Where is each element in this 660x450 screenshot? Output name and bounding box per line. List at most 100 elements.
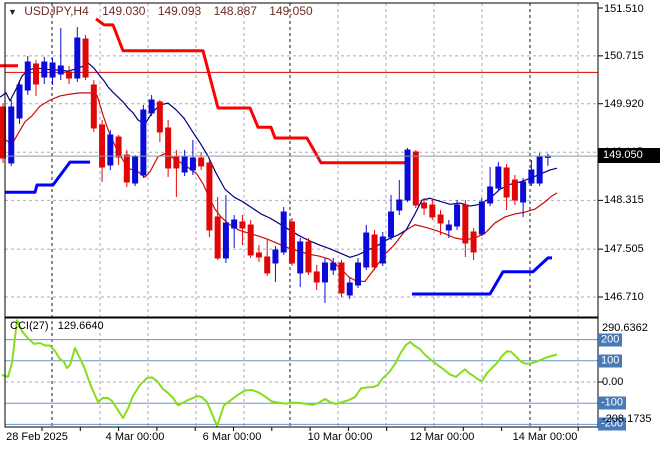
cci-level-badge: 100	[598, 354, 623, 368]
candle-body	[140, 109, 147, 176]
candle-body	[198, 157, 205, 167]
candle-body	[115, 136, 122, 158]
candle-body	[99, 124, 106, 168]
candle-body	[462, 204, 469, 244]
candle-body	[156, 101, 163, 133]
time-axis-label: 4 Mar 00:00	[105, 431, 165, 443]
candle-body	[297, 241, 304, 274]
candle-body	[82, 38, 89, 78]
candle-body	[33, 63, 40, 85]
cci-min-label: -208.1735	[602, 413, 652, 425]
price-axis-label: 146.710	[604, 291, 644, 303]
candle-body	[231, 219, 238, 229]
low-value: 148.887	[213, 4, 257, 18]
candle-body	[404, 149, 411, 201]
cci-name: CCI(27)	[10, 320, 49, 332]
candle-body	[338, 262, 345, 294]
cci-indicator-label: CCI(27) 129.6640	[10, 320, 104, 332]
open-value: 149.030	[102, 4, 146, 18]
cci-zero-label: 0.00	[602, 376, 624, 388]
candle-body	[421, 202, 428, 209]
close-value: 149.050	[269, 4, 313, 18]
candle-body	[487, 186, 494, 204]
candle-body	[148, 99, 155, 114]
candle-body	[16, 84, 23, 119]
price-axis-label: 147.505	[604, 243, 644, 256]
candle-body	[132, 156, 139, 184]
candle-body	[189, 157, 196, 171]
candle-body	[272, 249, 279, 264]
candle-body	[49, 62, 56, 78]
candle-body	[511, 179, 518, 201]
price-axis-label: 150.715	[604, 49, 644, 62]
candle-body	[206, 162, 213, 231]
candle-body	[321, 262, 328, 283]
candle-body	[123, 154, 130, 183]
candle-body	[503, 167, 510, 198]
candle-body	[181, 156, 188, 173]
main-chart-area[interactable]	[5, 3, 598, 317]
price-axis-label: 149.920	[604, 97, 644, 110]
candle-body	[214, 216, 221, 259]
cci-level-badge: 200	[598, 333, 623, 347]
time-axis-label: 12 Mar 00:00	[409, 431, 475, 443]
current-price-badge: 149.050	[598, 148, 660, 163]
candle-body	[66, 71, 73, 79]
symbol-dropdown-icon[interactable]: ▼	[8, 7, 17, 17]
trailing-stop-red	[95, 17, 405, 165]
candle-body	[57, 65, 64, 75]
candle-body	[305, 241, 312, 273]
candle-body	[470, 231, 477, 253]
candle-body	[454, 204, 461, 227]
candle-body	[495, 166, 502, 189]
symbol-label: USDJPY,H4	[24, 4, 89, 18]
cci-level-badge: -200	[598, 417, 627, 431]
candle-body	[165, 127, 172, 169]
candle-body	[396, 199, 403, 211]
candle-body	[330, 262, 337, 271]
cci-panel-border	[4, 317, 599, 428]
cci-chart-area[interactable]	[5, 318, 598, 427]
candle-body	[371, 234, 378, 268]
candle-body	[437, 214, 444, 224]
candle-body	[379, 236, 386, 264]
time-axis-label: 6 Mar 00:00	[202, 431, 262, 443]
cci-curve	[1, 319, 558, 428]
candle-body	[412, 151, 419, 206]
candle-body	[429, 204, 436, 218]
time-axis-label: 28 Feb 2025	[6, 431, 68, 443]
candle-body	[41, 61, 48, 78]
candle-body	[478, 201, 485, 235]
ma-slow-line	[0, 92, 558, 282]
candle-body	[445, 224, 452, 231]
candle-body	[239, 221, 246, 229]
candle-body	[363, 232, 370, 268]
candle-body	[264, 256, 271, 274]
candle-body	[355, 262, 362, 286]
candle-body	[536, 156, 543, 184]
cci-level-badge: -100	[598, 396, 627, 410]
candle-body	[90, 84, 97, 129]
candle-body	[222, 222, 229, 259]
candle-body	[74, 37, 81, 79]
candle-body	[247, 224, 254, 256]
candle-body	[346, 282, 353, 296]
trailing-stop-blue	[5, 160, 90, 194]
chart-header: ▼ USDJPY,H4 149.030 149.093 148.887 149.…	[8, 4, 322, 18]
price-axis-label: 148.315	[604, 194, 644, 207]
candle-body	[24, 61, 31, 91]
candle-body	[313, 271, 320, 283]
candle-body	[288, 221, 295, 264]
candle-body	[173, 156, 180, 169]
cci-max-label: 290.6362	[602, 322, 648, 334]
time-axis-label: 14 Mar 00:00	[512, 431, 578, 443]
candle-body	[280, 211, 287, 253]
candle-body	[520, 181, 527, 203]
time-axis-label: 10 Mar 00:00	[307, 431, 373, 443]
candle-body	[528, 169, 535, 184]
cci-value: 129.6640	[57, 320, 104, 332]
candle-body	[8, 106, 15, 164]
